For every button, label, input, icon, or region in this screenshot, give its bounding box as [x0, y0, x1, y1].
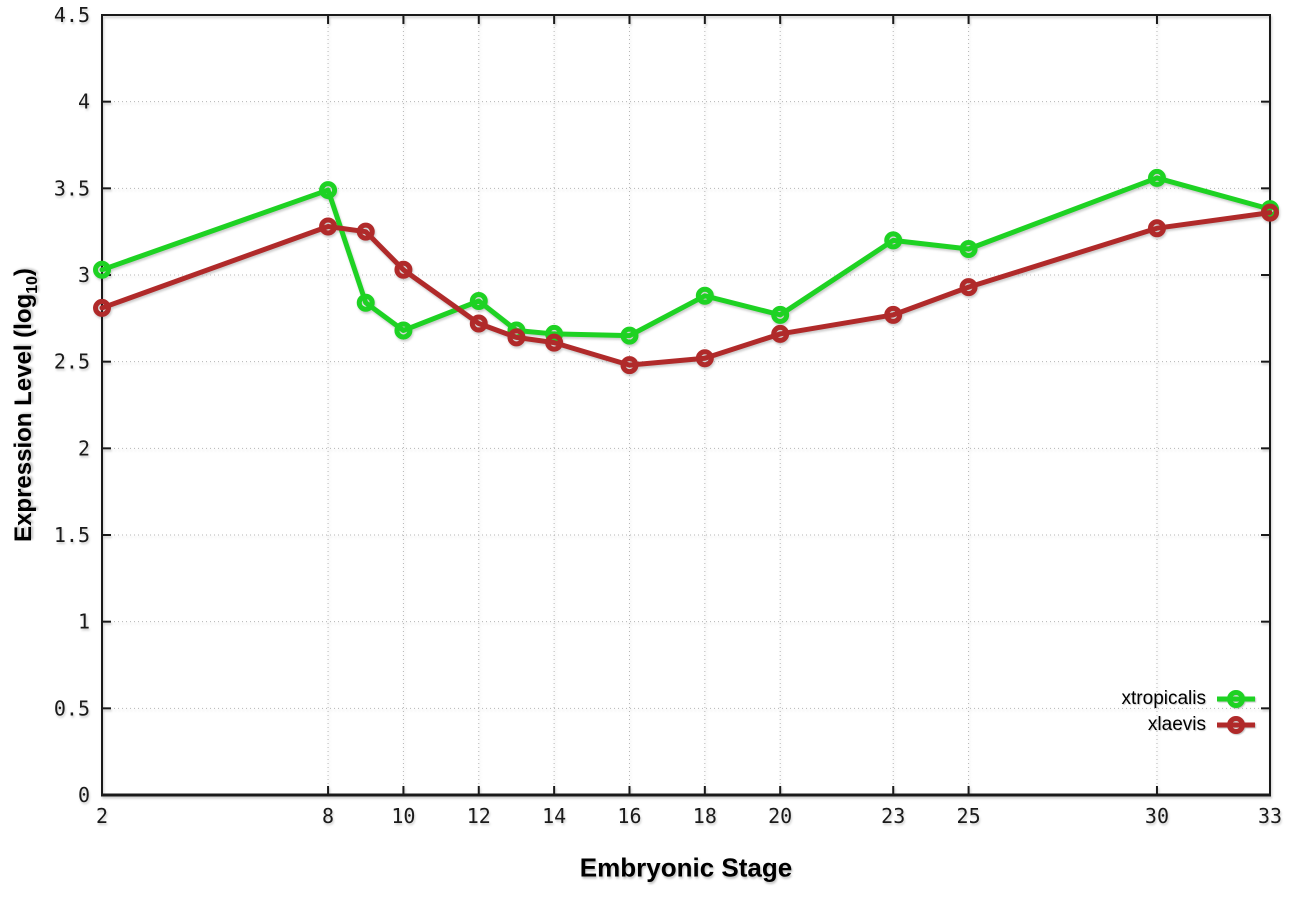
x-tick-label: 12 [467, 804, 491, 828]
x-tick-label: 18 [693, 804, 717, 828]
legend-label: xtropicalis [1121, 688, 1206, 709]
data-point-xlaevis-12 [469, 314, 488, 333]
legend-item-xtropicalis: xtropicalis [1122, 688, 1256, 710]
data-point-xtropicalis-18 [695, 286, 714, 305]
x-tick-label: 14 [542, 804, 566, 828]
data-point-xlaevis-30 [1147, 219, 1166, 238]
data-point-xlaevis-25 [959, 278, 978, 297]
y-tick-label: 1 [78, 610, 90, 634]
y-tick-label: 0.5 [54, 696, 90, 720]
data-point-xtropicalis-30 [1147, 168, 1166, 187]
x-tick-label: 30 [1145, 804, 1169, 828]
data-point-xlaevis-18 [695, 349, 714, 368]
y-tick-label: 4.5 [54, 3, 90, 27]
data-point-xtropicalis-12 [469, 292, 488, 310]
data-point-xlaevis-2 [93, 298, 111, 317]
x-tick-label: 33 [1258, 804, 1282, 828]
y-tick-label: 2.5 [54, 350, 90, 374]
data-point-xlaevis-9 [356, 222, 375, 241]
y-tick-label: 1.5 [54, 523, 90, 547]
y-axis-title-close: ) [10, 268, 38, 277]
legend-item-xlaevis: xlaevis [1148, 714, 1256, 736]
data-point-xlaevis-23 [884, 305, 903, 324]
y-axis-title: Expression Level (log10) [10, 268, 42, 542]
series-marker-icon [1217, 716, 1255, 734]
legend: xtropicalis xlaevis [1122, 688, 1256, 736]
data-point-xlaevis-13 [507, 328, 526, 347]
x-tick-label: 23 [881, 804, 905, 828]
legend-label: xlaevis [1147, 714, 1206, 735]
y-tick-label: 4 [78, 90, 90, 114]
data-point-xtropicalis-23 [884, 231, 903, 250]
data-point-xtropicalis-20 [771, 305, 790, 324]
x-tick-label: 25 [957, 804, 981, 828]
data-point-xtropicalis-9 [356, 293, 375, 312]
y-tick-label: 2 [78, 436, 90, 460]
data-point-xlaevis-14 [545, 333, 564, 352]
x-tick-label: 2 [96, 804, 108, 828]
data-point-xtropicalis-10 [394, 321, 413, 340]
x-tick-label: 10 [391, 804, 415, 828]
data-point-xlaevis-33 [1261, 203, 1279, 222]
y-axis-title-text: Expression Level (log [10, 293, 38, 542]
series-marker-icon [1217, 690, 1255, 708]
data-point-xtropicalis-8 [319, 181, 338, 200]
x-tick-label: 16 [617, 804, 641, 828]
data-point-xtropicalis-16 [620, 326, 639, 345]
x-tick-label: 20 [768, 804, 792, 828]
x-tick-label: 8 [322, 804, 334, 828]
y-axis-title-subscript: 10 [23, 276, 41, 294]
data-point-xlaevis-8 [319, 217, 338, 236]
data-point-xlaevis-16 [620, 356, 639, 375]
plot-border [101, 14, 1271, 796]
y-tick-label: 3 [78, 263, 90, 287]
data-point-xlaevis-20 [771, 324, 790, 343]
data-point-xlaevis-10 [394, 260, 413, 279]
y-tick-label: 0 [78, 783, 90, 807]
series-line-xlaevis [99, 210, 1273, 368]
y-tick-label: 3.5 [54, 176, 90, 200]
x-axis-title: Embryonic Stage [579, 852, 793, 883]
data-point-xtropicalis-2 [93, 260, 111, 279]
data-point-xtropicalis-25 [959, 240, 978, 258]
series-line-xtropicalis [99, 175, 1273, 339]
